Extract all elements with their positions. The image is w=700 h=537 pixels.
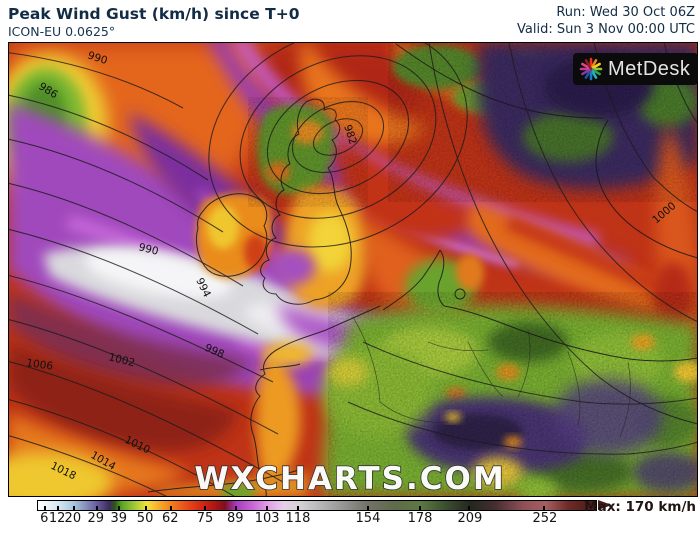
wind-gust-colorbar bbox=[37, 500, 597, 511]
isobar-label: 990 bbox=[86, 49, 109, 67]
colorbar-tick bbox=[144, 506, 147, 510]
colorbar-tick-label: 154 bbox=[355, 511, 381, 526]
colorbar-tick bbox=[543, 506, 546, 510]
legend: 6 12 20 29 39 50 62 75 89 103 118 154 178 209 252 Max:… bbox=[0, 497, 700, 537]
metdesk-logo-text: MetDesk bbox=[608, 57, 691, 80]
isobar-label: 990 bbox=[137, 241, 159, 257]
colorbar-tick-label: 75 bbox=[196, 511, 214, 526]
model-label: ICON-EU 0.0625° bbox=[8, 24, 116, 39]
coastlines bbox=[147, 43, 698, 497]
colorbar-tick-label: 29 bbox=[87, 511, 105, 526]
colorbar-tick bbox=[234, 506, 237, 510]
country-borders bbox=[352, 316, 631, 438]
max-gust-label: Max: 170 km/h bbox=[584, 499, 696, 515]
colorbar-tick bbox=[418, 506, 421, 510]
colorbar-arrow bbox=[598, 500, 612, 510]
colorbar-tick-label: 62 bbox=[161, 511, 179, 526]
colorbar-tick-label: 178 bbox=[407, 511, 433, 526]
run-time: Run: Wed 30 Oct 06Z bbox=[556, 5, 695, 20]
weather-map: 990 986 982 990 994 998 1002 1006 1010 1014 1018 10… bbox=[8, 42, 698, 497]
isobar-label: 982 bbox=[341, 123, 359, 146]
metdesk-starburst-icon bbox=[579, 57, 603, 81]
colorbar-tick-label: 103 bbox=[254, 511, 280, 526]
colorbar-tick-label: 50 bbox=[136, 511, 154, 526]
colorbar-tick bbox=[72, 506, 75, 510]
colorbar-tick bbox=[44, 506, 47, 510]
colorbar-tick bbox=[366, 506, 369, 510]
colorbar-tick bbox=[266, 506, 269, 510]
colorbar-tick bbox=[118, 506, 121, 510]
colorbar-tick bbox=[468, 506, 471, 510]
page-title: Peak Wind Gust (km/h) since T+0 bbox=[8, 5, 300, 23]
map-svg: 9909869829909949981002100610101014101810… bbox=[8, 42, 698, 497]
run-info: Run: Wed 30 Oct 06Z Valid: Sun 3 Nov 00:… bbox=[517, 4, 695, 38]
colorbar-tick-label: 89 bbox=[226, 511, 244, 526]
header: Peak Wind Gust (km/h) since T+0 ICON-EU … bbox=[0, 0, 700, 42]
colorbar-tick-label: 209 bbox=[457, 511, 483, 526]
colorbar-tick-label: 20 bbox=[64, 511, 82, 526]
colorbar-tick-label: 39 bbox=[110, 511, 128, 526]
colorbar-tick bbox=[95, 506, 98, 510]
metdesk-logo: MetDesk bbox=[573, 53, 698, 85]
wind-field-art: 9909869829909949981002100610101014101810… bbox=[8, 42, 698, 497]
valid-time: Valid: Sun 3 Nov 00:00 UTC bbox=[517, 22, 695, 37]
colorbar-tick-label: 12 bbox=[48, 511, 66, 526]
colorbar-tick bbox=[297, 506, 300, 510]
colorbar-tick bbox=[57, 506, 60, 510]
watermark: WXCHARTS.COM bbox=[194, 461, 505, 497]
isobar-label: 1006 bbox=[26, 357, 54, 373]
colorbar-tick bbox=[169, 506, 172, 510]
colorbar-tick-label: 6 bbox=[40, 511, 49, 526]
colorbar-tick-label: 252 bbox=[532, 511, 558, 526]
colorbar-tick-labels: 6 12 20 29 39 50 62 75 89 103 118 154 178 209 252 bbox=[37, 511, 597, 529]
colorbar-tick bbox=[204, 506, 207, 510]
colorbar-tick-label: 118 bbox=[285, 511, 311, 526]
